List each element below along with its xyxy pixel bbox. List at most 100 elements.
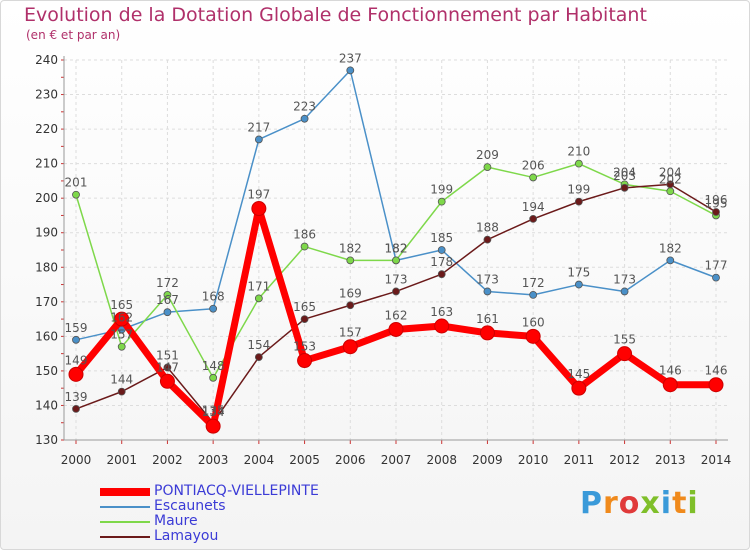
data-label-pontiacq-viellepinte: 163	[430, 305, 453, 319]
data-point-pontiacq-viellepinte	[525, 328, 541, 344]
data-point-escaunets	[574, 280, 583, 289]
data-point-pontiacq-viellepinte	[114, 311, 130, 327]
data-point-lamayou	[574, 197, 583, 206]
data-label-lamayou: 151	[156, 348, 179, 362]
data-labels: 149 165 147 134 197 153 157 162 163 161 160 145 155 1…	[65, 51, 728, 419]
data-point-pontiacq-viellepinte	[708, 377, 724, 393]
data-point-maure	[392, 256, 400, 265]
data-point-pontiacq-viellepinte	[617, 346, 633, 362]
y-tick-label: 240	[35, 53, 58, 67]
data-label-lamayou: 139	[65, 390, 88, 404]
x-tick-label: 2006	[335, 453, 366, 467]
x-tick-label: 2004	[244, 453, 275, 467]
data-point-lamayou	[346, 301, 355, 310]
data-point-maure	[72, 190, 80, 199]
legend-swatch	[100, 506, 150, 508]
x-tick-label: 2013	[655, 453, 686, 467]
data-label-pontiacq-viellepinte: 165	[110, 298, 133, 312]
legend-label: PONTIACQ-VIELLEPINTE	[154, 483, 319, 499]
data-label-escaunets: 173	[613, 272, 636, 286]
x-tick-label: 2000	[61, 453, 92, 467]
data-point-maure	[209, 373, 218, 382]
logo-letter: o	[618, 486, 641, 521]
data-point-lamayou	[254, 353, 263, 361]
logo-letter: i	[660, 486, 673, 521]
data-label-pontiacq-viellepinte: 153	[293, 340, 316, 354]
x-tick-label: 2009	[472, 453, 503, 467]
data-point-lamayou	[483, 235, 492, 244]
data-label-lamayou: 204	[659, 165, 682, 179]
data-point-lamayou	[620, 183, 629, 192]
data-point-escaunets	[529, 291, 538, 299]
data-label-maure: 186	[293, 228, 316, 242]
y-tick-label: 130	[35, 433, 58, 447]
data-label-escaunets: 182	[659, 241, 682, 255]
x-tick-label: 2010	[518, 453, 549, 467]
data-label-pontiacq-viellepinte: 147	[156, 360, 179, 374]
data-point-escaunets	[254, 135, 263, 144]
data-label-lamayou: 135	[202, 404, 225, 418]
data-label-escaunets: 173	[476, 272, 499, 286]
data-label-escaunets: 172	[522, 276, 545, 290]
data-label-lamayou: 188	[476, 221, 499, 235]
data-label-pontiacq-viellepinte: 161	[476, 312, 499, 326]
y-tick-label: 190	[35, 226, 58, 240]
data-point-escaunets	[72, 335, 80, 344]
y-tick-label: 150	[35, 364, 58, 378]
series-lines	[68, 66, 724, 434]
x-tick-label: 2005	[289, 453, 320, 467]
data-label-escaunets: 168	[202, 290, 225, 304]
data-label-lamayou: 199	[567, 183, 590, 197]
data-label-maure: 199	[430, 183, 453, 197]
data-label-escaunets: 162	[110, 310, 133, 324]
data-label-maure: 209	[476, 148, 499, 162]
data-label-pontiacq-viellepinte: 160	[522, 315, 545, 329]
logo-letter: x	[640, 486, 661, 521]
data-point-escaunets	[209, 304, 218, 313]
data-point-pontiacq-viellepinte	[205, 418, 221, 434]
data-point-lamayou	[163, 363, 172, 372]
data-label-maure: 171	[247, 279, 270, 293]
data-label-pontiacq-viellepinte: 157	[339, 326, 362, 340]
data-point-escaunets	[483, 287, 492, 296]
data-label-pontiacq-viellepinte: 162	[385, 308, 408, 322]
data-label-escaunets: 167	[156, 293, 179, 307]
data-point-lamayou	[300, 315, 309, 323]
x-tick-label: 2014	[701, 453, 732, 467]
data-point-lamayou	[666, 180, 675, 189]
data-point-lamayou	[712, 208, 720, 216]
data-point-pontiacq-viellepinte	[297, 353, 313, 369]
data-point-lamayou	[117, 387, 126, 396]
data-label-lamayou: 144	[110, 373, 133, 387]
data-point-maure	[117, 342, 126, 351]
data-label-maure: 202	[659, 172, 682, 186]
x-tick-label: 2008	[426, 453, 457, 467]
data-label-maure: 157	[110, 328, 133, 342]
chart-subtitle: (en € et par an)	[26, 28, 121, 42]
data-point-escaunets	[437, 246, 446, 254]
x-tick-label: 2012	[609, 453, 640, 467]
data-label-maure: 204	[613, 165, 636, 179]
legend-label: Lamayou	[154, 528, 219, 544]
data-point-lamayou	[437, 270, 446, 279]
data-label-pontiacq-viellepinte: 134	[202, 405, 225, 419]
data-label-lamayou: 196	[705, 193, 728, 207]
logo-letter: i	[687, 486, 699, 521]
data-point-maure	[163, 291, 172, 299]
data-label-maure: 210	[567, 145, 590, 159]
y-tick-label: 200	[35, 191, 58, 205]
legend-swatch	[100, 536, 150, 538]
legend-swatch	[100, 521, 150, 523]
data-label-maure: 195	[705, 196, 728, 210]
data-point-maure	[529, 173, 538, 182]
y-tick-label: 140	[35, 398, 58, 412]
chart-title: Evolution de la Dotation Globale de Fonc…	[24, 4, 647, 26]
data-label-escaunets: 159	[65, 321, 88, 335]
data-point-maure	[300, 242, 309, 251]
data-label-pontiacq-viellepinte: 146	[705, 364, 728, 378]
data-label-escaunets: 185	[430, 231, 453, 245]
y-tick-label: 180	[35, 260, 58, 274]
data-point-pontiacq-viellepinte	[434, 318, 450, 334]
data-label-escaunets: 237	[339, 51, 362, 65]
